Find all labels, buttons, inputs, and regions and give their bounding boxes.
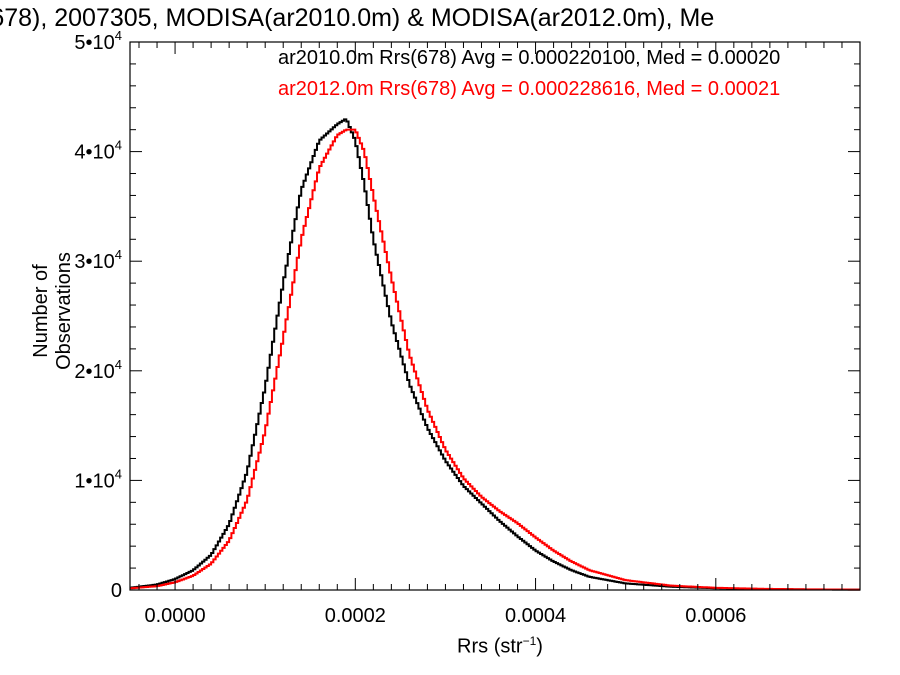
y-tick-label: 2•104 (74, 357, 122, 383)
x-tick-label: 0.0002 (325, 605, 386, 627)
x-axis-label-main: Rrs (str (457, 635, 523, 658)
plot-frame (129, 41, 861, 591)
y-tick-label-exponent: 4 (115, 466, 122, 481)
series-1-line (130, 128, 860, 591)
legend-entry-ar2012-label: ar2012.0m Rrs(678) Avg = 0.000228616, Me… (278, 78, 781, 100)
y-tick-label: 3•104 (74, 247, 122, 273)
x-axis-label: Rrs (str−1) (400, 634, 600, 659)
x-axis-label-close: ) (536, 635, 543, 658)
x-tick-label: 0.0006 (685, 605, 746, 627)
x-tick-label: 0.0000 (144, 605, 205, 627)
y-tick-label-exponent: 4 (115, 357, 122, 372)
chart-title-text: (678), 2007305, MODISA(ar2010.0m) & MODI… (0, 4, 715, 32)
y-tick-label-exponent: 4 (115, 247, 122, 262)
series-0-line (130, 118, 860, 591)
y-tick-label: 1•104 (74, 466, 122, 492)
chart-title: (678), 2007305, MODISA(ar2010.0m) & MODI… (0, 0, 900, 38)
x-axis-label-exponent: −1 (522, 634, 537, 648)
y-tick-label: 0 (111, 580, 122, 602)
legend-entry-ar2010: ar2010.0m Rrs(678) Avg = 0.000220100, Me… (278, 47, 900, 70)
y-tick-label-exponent: 4 (115, 28, 122, 43)
x-tick-label: 0.0004 (505, 605, 566, 627)
legend-entry-ar2010-label: ar2010.0m Rrs(678) Avg = 0.000220100, Me… (278, 47, 781, 69)
legend-entry-ar2012: ar2012.0m Rrs(678) Avg = 0.000228616, Me… (278, 78, 900, 101)
y-tick-label: 5•104 (74, 28, 122, 54)
y-tick-label-exponent: 4 (115, 138, 122, 153)
y-tick-label: 4•104 (74, 138, 122, 164)
